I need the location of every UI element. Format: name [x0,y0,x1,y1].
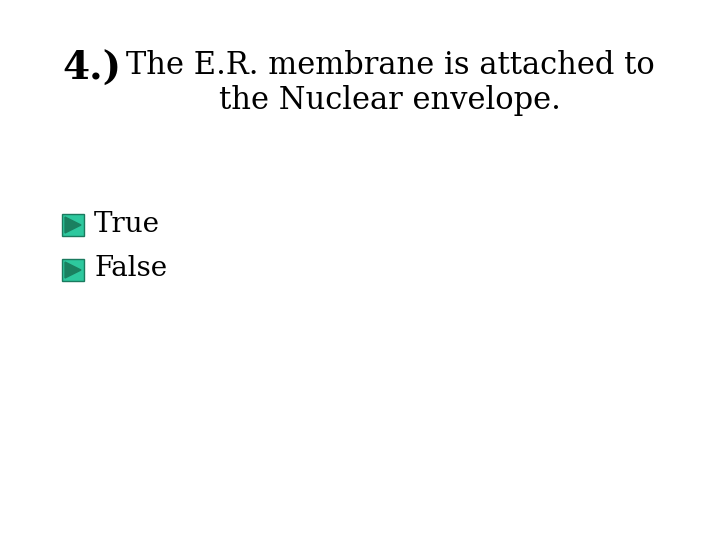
Polygon shape [65,262,81,278]
Text: False: False [94,255,167,282]
Text: the Nuclear envelope.: the Nuclear envelope. [219,85,561,116]
Text: True: True [94,211,160,238]
Text: The E.R. membrane is attached to: The E.R. membrane is attached to [125,50,654,81]
Polygon shape [65,217,81,233]
FancyBboxPatch shape [62,259,84,281]
Text: 4.): 4.) [62,50,121,88]
FancyBboxPatch shape [62,214,84,236]
